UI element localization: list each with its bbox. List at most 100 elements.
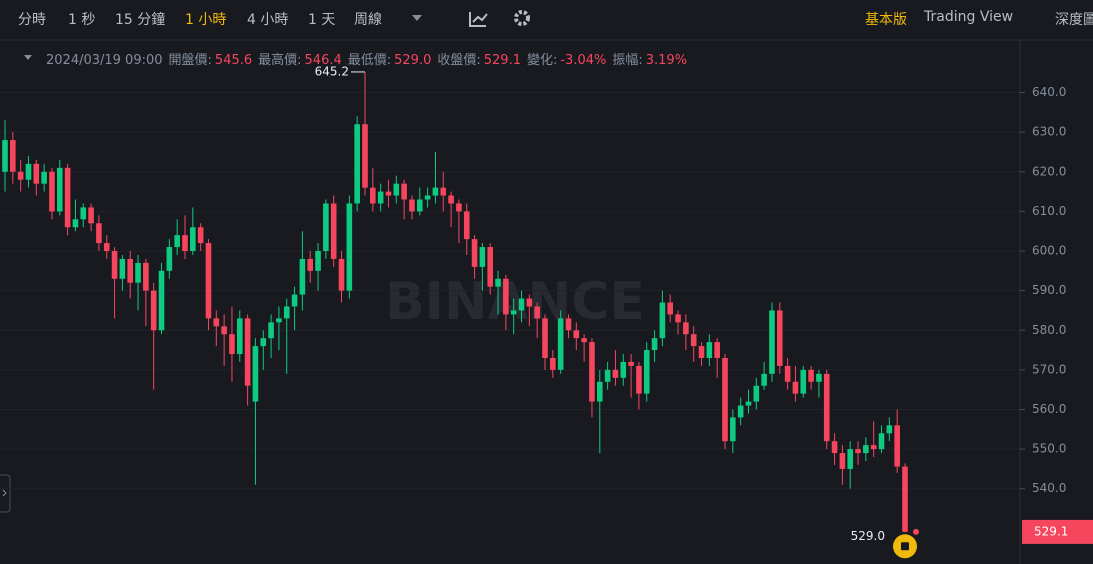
interval-tab[interactable]: 1 小時 (185, 12, 227, 28)
y-tick-label: 640.0 (1032, 85, 1066, 99)
last-price-tag (1022, 519, 1093, 544)
candle-body (10, 140, 16, 172)
candle-body (244, 318, 251, 386)
info-value: 529.0 (394, 53, 432, 68)
candle-body (565, 318, 572, 331)
candle-body (604, 369, 611, 382)
interval-tab[interactable]: 4 小時 (247, 12, 289, 28)
interval-tab[interactable]: 分時 (18, 12, 46, 28)
candle-body (236, 318, 243, 355)
y-tick-label: 600.0 (1032, 244, 1066, 258)
candle-body (636, 365, 642, 394)
info-value: 545.6 (214, 53, 253, 68)
candle-body (675, 314, 681, 323)
candle-body (205, 243, 212, 319)
interval-tab[interactable]: 周線 (354, 12, 382, 28)
candle-body (283, 306, 290, 319)
candle-body (17, 171, 24, 180)
candle-body (808, 369, 814, 382)
candle-body (56, 167, 63, 212)
candle-body (213, 318, 220, 327)
candle-body (315, 251, 321, 271)
candle-body (150, 290, 157, 331)
candle-body (72, 219, 79, 228)
candle-body (479, 247, 486, 267)
indicator-icon[interactable] (469, 12, 486, 27)
dropdown[interactable] (412, 15, 422, 21)
candle-body (432, 187, 439, 196)
last-price-label: 529.1 (1034, 524, 1068, 538)
settings-icon[interactable] (514, 10, 530, 26)
candle-body (377, 191, 384, 204)
candle-body (753, 385, 760, 402)
candle-body (894, 425, 900, 467)
candle-body (550, 357, 556, 370)
interval-tab[interactable]: 1 天 (308, 12, 336, 28)
candle-body (103, 243, 110, 252)
candle-body (409, 199, 415, 212)
candle-body (291, 294, 298, 307)
candle-body (698, 346, 705, 358)
candle-body (878, 433, 885, 450)
candle-body (190, 227, 196, 252)
info-value: 3.19% (645, 53, 688, 68)
ohlc-info: 2024/03/19 09:00 開盤價: 545.6 最高價: 546.4 最低價: 52… (24, 49, 687, 68)
candle-body (370, 187, 376, 204)
candle-body (41, 171, 47, 184)
info-label: 振幅: (612, 53, 643, 68)
candle-body (542, 318, 548, 358)
candle-body (135, 262, 141, 283)
candle-body (401, 183, 407, 200)
interval-tab[interactable]: 1 秒 (68, 12, 96, 28)
candle-body (784, 365, 791, 382)
collapse[interactable] (24, 55, 32, 60)
candle-body (471, 239, 478, 267)
candle-body (252, 346, 259, 402)
candle-body (221, 326, 227, 335)
last-dot (913, 528, 919, 535)
candle-body (816, 373, 822, 382)
candle-body (111, 251, 118, 279)
candle-body (503, 278, 509, 315)
view-tab[interactable]: 基本版 (865, 12, 907, 28)
candle-body (745, 401, 752, 406)
candle-body (330, 203, 337, 259)
max-label: 645.2 (315, 64, 349, 78)
indicator-icon-line (472, 13, 488, 23)
info-label: 開盤價: (168, 53, 212, 68)
candle-body (197, 227, 204, 244)
y-tick-label: 590.0 (1032, 283, 1066, 297)
toolbar: 分時 1 秒 15 分鐘 1 小時 4 小時 1 天 周線 基本版 Trading View 深度… (0, 0, 1093, 38)
candle-body (362, 124, 368, 188)
y-tick-label: 610.0 (1032, 204, 1066, 218)
candle-body (166, 247, 173, 271)
y-tick-label: 550.0 (1032, 442, 1066, 456)
candle-body (839, 453, 846, 469)
info-date: 2024/03/19 09:00 (46, 53, 163, 68)
candle-body (886, 425, 893, 434)
candle-body (534, 306, 540, 319)
side-arrow (2, 489, 7, 497)
candle-body (714, 342, 720, 358)
candle-body (643, 350, 650, 394)
candle-body (855, 449, 861, 454)
candle-body (158, 270, 165, 331)
view-tab[interactable]: 深度圖 (1055, 12, 1093, 28)
candle-body (628, 361, 634, 366)
info-value: -3.04% (560, 53, 607, 68)
side-handle[interactable] (0, 474, 11, 513)
interval-tab[interactable]: 15 分鐘 (115, 12, 166, 28)
candle-body (385, 191, 392, 196)
info-value: 546.4 (304, 53, 342, 68)
candle-body (80, 207, 87, 220)
candle-body (463, 211, 470, 240)
candle-body (581, 338, 587, 343)
watermark: BINANCE (385, 272, 645, 332)
candle-body (612, 369, 619, 378)
candle-body (573, 330, 580, 339)
info-value: 529.1 (483, 53, 521, 68)
y-tick-label: 630.0 (1032, 125, 1066, 139)
view-tab[interactable]: Trading View (924, 9, 1014, 25)
candle-body (659, 302, 666, 339)
